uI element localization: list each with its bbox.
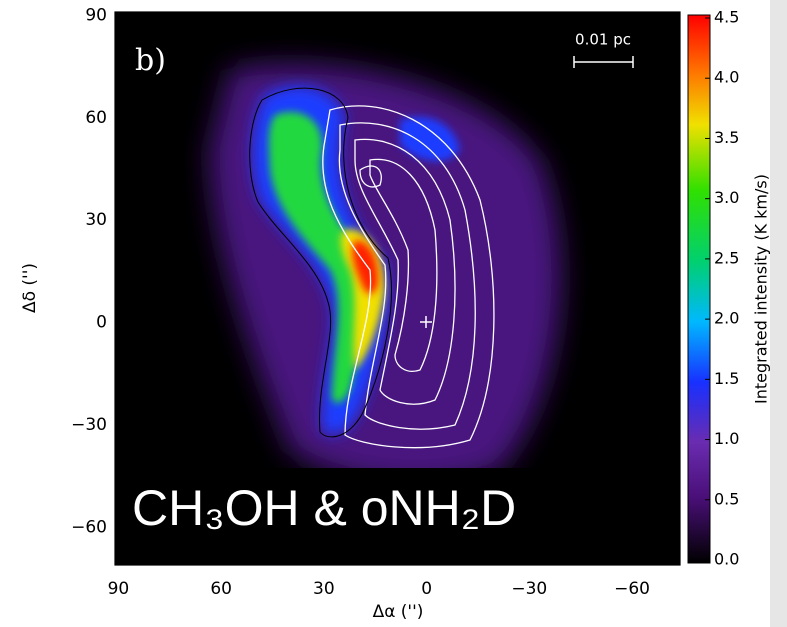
contours: [322, 105, 495, 449]
y-tick-label: 0: [96, 313, 107, 333]
colorbar-tick-label: 1.5: [714, 369, 739, 388]
marker-cross: [420, 316, 432, 328]
colorbar-tick-label: 4.0: [714, 68, 739, 87]
panel-label: b): [135, 43, 166, 78]
blue-spot: [400, 116, 460, 162]
green-region: [268, 111, 371, 404]
x-axis-label: Δα (''): [373, 602, 424, 622]
y-tick-label: 60: [85, 108, 107, 128]
y-tick-label: −60: [71, 517, 107, 537]
colorbar-tick-label: 2.0: [714, 309, 739, 328]
colorbar-tick-label: 3.5: [714, 128, 739, 147]
y-tick-label: −30: [71, 415, 107, 435]
colorbar-tick-label: 0.5: [714, 489, 739, 508]
colorbar: [687, 14, 711, 564]
y-axis-label: Δδ (''): [20, 263, 40, 313]
x-tick-label: 60: [210, 579, 232, 599]
overlay-box: [118, 468, 640, 548]
x-tick-label: 30: [313, 579, 335, 599]
x-tick-label: 90: [108, 579, 130, 599]
overlay-label: CH₃OH & oNH₂D: [132, 480, 516, 536]
x-tick-label: 0: [421, 579, 432, 599]
colorbar-tick-label: 4.5: [714, 8, 739, 27]
colorbar-tick-label: 3.0: [714, 188, 739, 207]
scrollbar: [770, 0, 787, 627]
colorbar-tick-label: 1.0: [714, 429, 739, 448]
colorbar-tick-label: 2.5: [714, 248, 739, 267]
intensity-map: [210, 64, 561, 485]
outline-contour: [249, 87, 392, 438]
colorbar-label: Integrated intensity (K km/s): [752, 174, 771, 404]
y-tick-label: 90: [85, 5, 107, 25]
scale-bar-label: 0.01 pc: [575, 31, 631, 49]
scale-bar: [573, 56, 634, 68]
plot-frame: [114, 11, 681, 566]
y-tick-label: 30: [85, 210, 107, 230]
x-tick-label: −60: [614, 579, 650, 599]
x-tick-label: −30: [511, 579, 547, 599]
colorbar-tick-label: 0.0: [714, 550, 739, 569]
